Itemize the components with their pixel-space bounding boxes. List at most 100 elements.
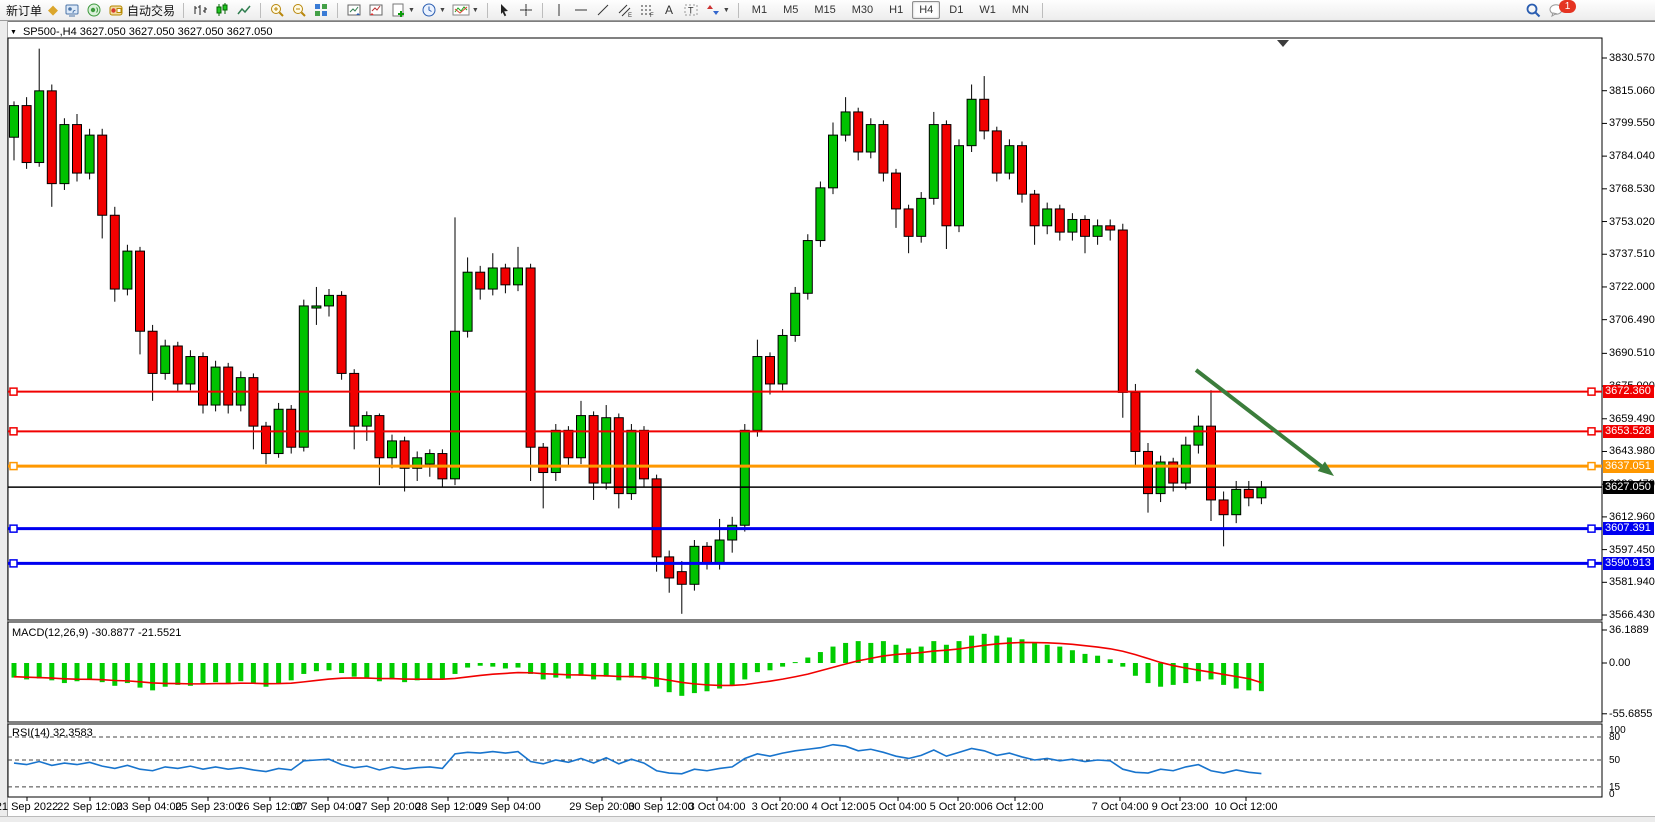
macd-bar [351,663,357,677]
candle-down [525,267,536,448]
candle-down [46,90,57,185]
macd-bar [843,642,849,663]
macd-bar [288,663,294,681]
zoom-out-icon[interactable] [288,1,310,20]
line-handle[interactable] [1587,427,1596,436]
svg-text:T: T [688,6,694,16]
macd-bar [1158,663,1164,687]
macd-bar [553,663,559,678]
timeframe-D1[interactable]: D1 [949,4,964,16]
candle-down [639,429,649,480]
line-handle[interactable] [9,524,18,533]
macd-bar [61,663,67,684]
indicators-button[interactable]: ▼ [449,1,482,20]
window-bottom-frame [0,816,1655,822]
macd-bar [1095,655,1101,663]
macd-bar [780,663,786,667]
line-chart-icon[interactable] [233,1,255,20]
macd-bar [502,663,508,669]
line-handle[interactable] [9,387,18,396]
macd-bar [1170,663,1176,685]
macd-bar [326,663,332,671]
chevron-down-icon: ▼ [722,6,730,14]
macd-bar [238,663,244,682]
candle-down [349,372,360,427]
chevron-down-icon: ▼ [438,6,446,14]
macd-bar [150,663,156,691]
candle-up [1180,444,1191,484]
cursor-tool-icon[interactable] [493,1,515,20]
line-handle[interactable] [1587,524,1596,533]
algo-trading-button[interactable]: 自动交易 [105,1,178,20]
macd-bar [906,648,912,663]
line-handle[interactable] [1587,461,1596,471]
macd-bar [49,663,55,681]
horizontal-line-tool-icon[interactable] [570,1,592,20]
macd-bar [767,663,773,671]
arrows-tool-button[interactable]: ▼ [702,1,733,20]
tile-windows-icon[interactable] [310,1,332,20]
timeframe-M30[interactable]: M30 [851,4,874,16]
new-order-button[interactable]: 新订单 [6,3,43,18]
macd-bar [99,663,105,683]
arrange-charts-alt-icon[interactable] [365,1,387,20]
timeframe-M5[interactable]: M5 [783,4,799,16]
macd-bar [162,663,168,687]
chevron-down-icon: ▼ [471,6,479,14]
line-handle[interactable] [1587,559,1596,568]
equidistant-channel-tool-icon[interactable]: E [614,1,636,20]
period-button[interactable]: ▼ [418,1,449,20]
macd-bar [528,663,534,674]
macd-bar [376,663,382,682]
line-handle[interactable] [9,559,18,568]
chart-profile-icon[interactable]: ◆ [48,2,59,17]
vertical-line-tool-icon[interactable] [548,1,570,20]
macd-bar [87,663,93,680]
alerts-sound-icon[interactable] [83,1,105,20]
line-handle[interactable] [9,427,18,436]
timeframe-MN[interactable]: MN [1011,4,1029,16]
macd-bar [691,663,697,694]
candle-up [387,440,397,459]
macd-bar [452,663,458,674]
timeframe-M15[interactable]: M15 [814,4,836,16]
candle-up [185,356,196,385]
zoom-in-icon[interactable] [266,1,288,20]
timeframe-H1[interactable]: H1 [889,4,904,16]
candle-down [1017,145,1027,195]
text-label-tool-icon[interactable]: T [680,1,702,20]
candle-up [1004,145,1015,174]
timeframe-W1[interactable]: W1 [979,4,996,16]
macd-bar [1032,642,1038,663]
bar-chart-icon[interactable] [189,1,211,20]
macd-bar [654,663,660,687]
macd-bar [225,663,231,684]
macd-bar [187,663,193,686]
new-chart-button[interactable]: ▼ [387,1,418,20]
candle-up [714,539,725,564]
chat-icon[interactable]: 1 [1545,0,1585,20]
timeframe-H4[interactable]: H4 [912,1,941,19]
candle-down [1105,225,1116,231]
crosshair-tool-icon[interactable] [515,1,537,20]
candle-down [1243,488,1254,499]
trendline-tool-icon[interactable] [592,1,614,20]
fibonacci-tool-icon[interactable]: F [636,1,658,20]
market-watch-icon[interactable] [61,1,83,20]
arrange-charts-icon[interactable] [343,1,365,20]
chart-menu-triangle-icon[interactable]: ▼ [10,28,17,36]
macd-bar [414,663,420,681]
toolbar-separator [260,2,262,18]
annotation-arrow[interactable] [1194,368,1326,471]
line-handle[interactable] [1587,387,1596,396]
search-icon[interactable] [1522,1,1545,20]
macd-bar [1258,663,1264,692]
macd-bar [137,663,143,688]
timeframe-M1[interactable]: M1 [751,4,768,16]
svg-text:A: A [665,3,673,17]
line-handle[interactable] [9,461,18,471]
candlestick-chart-icon[interactable] [211,1,233,20]
text-tool-icon[interactable]: A [658,1,680,20]
